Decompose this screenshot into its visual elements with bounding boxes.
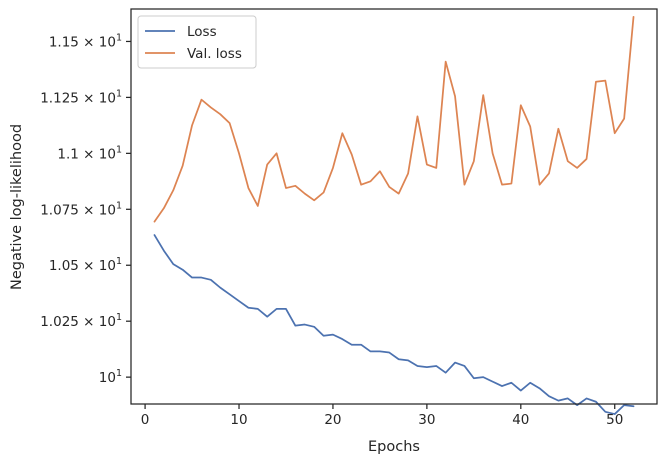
y-tick-label: 1.125 × 101 <box>40 88 122 106</box>
y-tick-label: 101 <box>99 368 122 386</box>
plot-background <box>131 9 657 404</box>
series-layer <box>153 15 635 415</box>
y-axis-ticks: 101 1.025 × 101 1.05 × 101 1.075 × 101 1.1 ×… <box>40 32 131 386</box>
x-tick-label: 30 <box>418 412 435 428</box>
y-tick-label: 1.025 × 101 <box>40 312 122 330</box>
x-axis-label: Epochs <box>368 439 420 455</box>
legend-box <box>137 15 257 69</box>
x-tick-label: 0 <box>141 412 150 428</box>
x-tick-label: 10 <box>230 412 247 428</box>
x-tick-label: 40 <box>512 412 529 428</box>
y-tick-label: 1.15 × 101 <box>49 32 122 50</box>
y-tick-label: 1.075 × 101 <box>40 200 122 218</box>
y-tick-label: 1.1 × 101 <box>57 144 122 162</box>
legend-label-loss: Loss <box>187 24 217 40</box>
x-tick-label: 50 <box>606 412 623 428</box>
y-axis-label: Negative log-likelihood <box>9 124 25 290</box>
y-tick-label: 1.05 × 101 <box>49 256 122 274</box>
series-line-0 <box>153 234 635 415</box>
legend-label-val-loss: Val. loss <box>187 46 242 62</box>
x-tick-label: 20 <box>324 412 341 428</box>
x-axis-ticks: 0 10 20 30 40 50 <box>141 404 623 428</box>
series-line-1 <box>153 15 635 223</box>
plot-frame <box>130 8 658 405</box>
legend: Loss Val. loss <box>137 15 257 69</box>
